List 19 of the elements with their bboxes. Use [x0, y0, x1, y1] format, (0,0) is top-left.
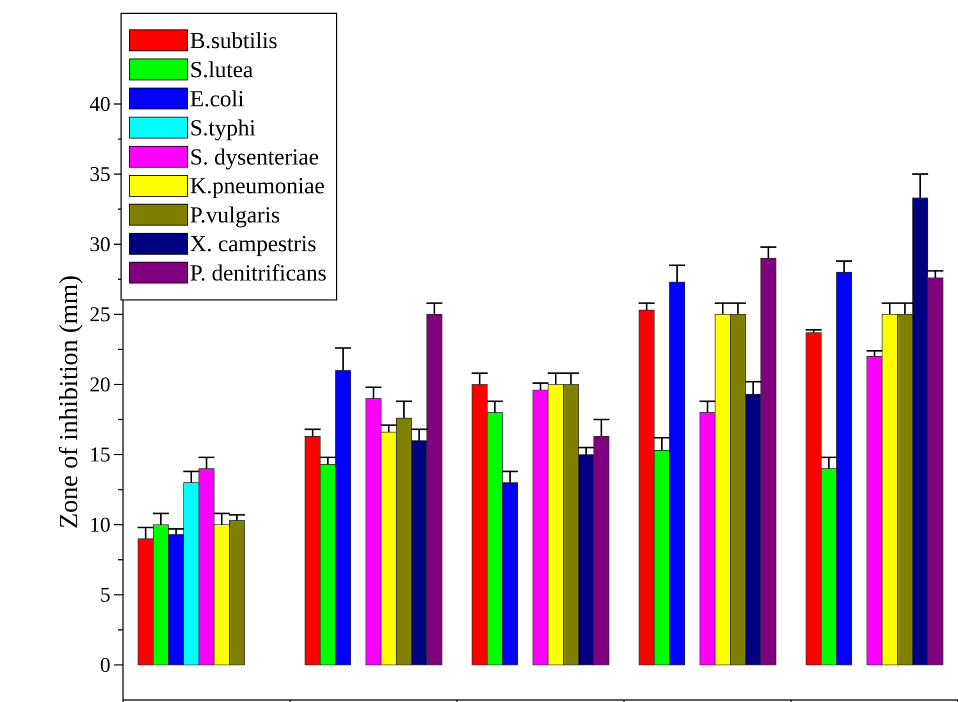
y-tick-label: 30 [90, 237, 110, 252]
y-tick-label: 25 [90, 307, 110, 322]
y-tick-label: 10 [91, 518, 110, 532]
y-axis-title: Zone of inhibition (mm) [58, 276, 83, 528]
y-tick-label: 0 [100, 658, 110, 672]
legend-label: E.coli [190, 90, 244, 107]
y-tick-label: 35 [90, 167, 110, 182]
legend-label: P. denitrificans [190, 264, 326, 281]
legend-label: S.lutea [191, 61, 253, 78]
legend-label: K.pneumoniae [190, 178, 324, 198]
y-tick-label: 5 [101, 588, 110, 602]
legend-label: S.typhi [191, 119, 256, 140]
legend-label: P.vulgaris [190, 206, 280, 228]
legend-label: S. dysenteriae [191, 148, 318, 170]
y-tick-label: 20 [90, 377, 110, 392]
y-tick-label: 40 [90, 96, 110, 112]
legend-label: X. campestris [190, 236, 316, 256]
legend-label: B.subtilis [190, 32, 277, 48]
y-tick-label: 15 [91, 448, 110, 462]
